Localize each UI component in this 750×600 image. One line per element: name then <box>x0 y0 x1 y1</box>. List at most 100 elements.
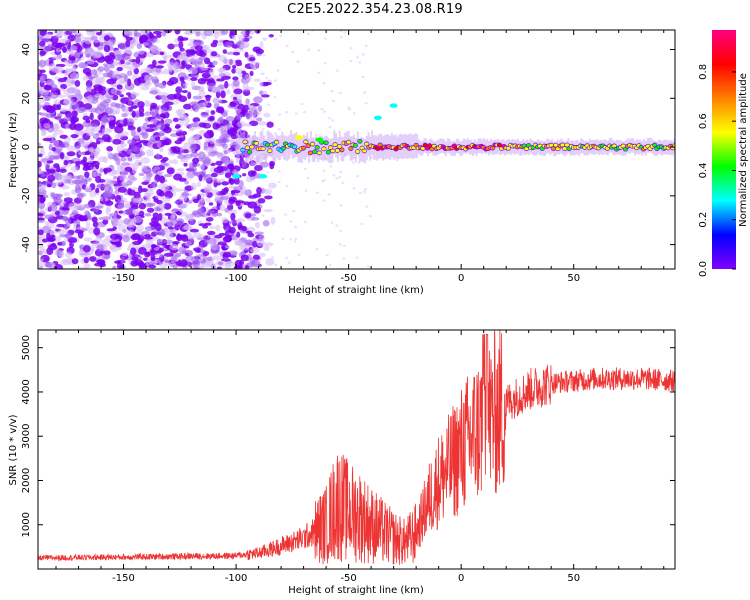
noise-blob <box>219 195 230 201</box>
sideband-blob <box>315 137 324 142</box>
noise-blob <box>130 187 139 191</box>
noise-blob <box>174 30 181 35</box>
noise-blob <box>240 41 250 49</box>
noise-blob <box>164 118 173 125</box>
noise-blob <box>48 63 56 72</box>
noise-blob <box>322 82 326 85</box>
noise-blob <box>216 212 223 217</box>
noise-blob <box>265 258 275 266</box>
noise-blob <box>136 224 145 232</box>
sideband-blob <box>232 174 241 179</box>
noise-blob <box>289 220 293 223</box>
spectrogram-y-tick-label: -40 <box>21 236 32 252</box>
carrier-core <box>301 146 306 150</box>
carrier-core <box>562 147 567 151</box>
noise-blob <box>172 159 179 165</box>
colorbar-tick-label: 0.2 <box>698 212 709 228</box>
noise-blob <box>146 38 156 45</box>
noise-blob <box>265 76 269 80</box>
noise-blob <box>106 146 113 152</box>
noise-blob <box>200 112 209 118</box>
noise-blob <box>203 57 211 65</box>
noise-blob <box>104 254 110 259</box>
noise-blob <box>202 251 210 256</box>
noise-blob <box>102 156 109 164</box>
noise-blob <box>159 145 164 153</box>
noise-blob <box>171 146 181 154</box>
noise-blob <box>303 110 307 114</box>
noise-blob <box>355 256 359 259</box>
noise-blob <box>38 98 47 104</box>
noise-blob <box>317 71 321 75</box>
noise-blob <box>263 112 271 118</box>
noise-blob <box>191 255 199 264</box>
noise-blob <box>249 70 254 77</box>
carrier-core <box>254 141 259 145</box>
carrier-core <box>348 146 353 151</box>
noise-blob <box>178 194 188 202</box>
noise-blob <box>179 85 188 89</box>
noise-blob <box>184 57 191 64</box>
noise-blob <box>38 36 42 42</box>
noise-blob <box>247 35 253 40</box>
noise-blob <box>201 192 208 197</box>
carrier-halo <box>311 137 314 162</box>
noise-blob <box>146 192 151 201</box>
noise-blob <box>231 68 237 74</box>
noise-blob <box>167 226 175 230</box>
noise-blob <box>52 132 57 138</box>
carrier-halo <box>241 133 244 158</box>
carrier-halo <box>446 138 449 153</box>
noise-blob <box>202 225 209 229</box>
noise-blob <box>222 235 232 243</box>
noise-blob <box>252 254 260 260</box>
noise-blob <box>238 34 245 42</box>
noise-blob <box>170 255 178 263</box>
spectrogram-y-axis-label: Frequency (Hz) <box>8 112 19 188</box>
noise-blob <box>196 208 205 215</box>
noise-blob <box>222 251 232 258</box>
noise-blob <box>46 160 54 164</box>
noise-blob <box>176 168 185 172</box>
noise-blob <box>115 103 126 109</box>
noise-blob <box>42 128 47 136</box>
noise-blob <box>287 261 291 264</box>
noise-blob <box>304 189 308 192</box>
noise-blob <box>181 89 188 94</box>
noise-blob <box>247 104 255 109</box>
noise-blob <box>182 103 192 110</box>
noise-blob <box>68 86 79 93</box>
spectrogram-y-tick-label: 0 <box>21 144 32 150</box>
noise-blob <box>177 54 186 59</box>
noise-blob <box>185 172 194 180</box>
carrier-halo <box>239 131 242 156</box>
noise-blob <box>208 61 213 68</box>
noise-blob <box>263 245 270 251</box>
carrier-core <box>423 143 428 147</box>
noise-blob <box>45 161 51 170</box>
noise-blob <box>266 171 270 174</box>
noise-blob <box>145 52 155 58</box>
noise-blob <box>219 204 226 212</box>
noise-blob <box>192 198 200 204</box>
noise-blob <box>166 167 175 175</box>
noise-blob <box>126 65 136 71</box>
noise-blob <box>62 38 71 43</box>
noise-blob <box>98 179 106 183</box>
noise-blob <box>94 93 103 98</box>
noise-blob <box>110 102 118 108</box>
noise-blob <box>131 110 136 118</box>
noise-blob <box>330 89 334 93</box>
noise-blob <box>39 50 46 56</box>
carrier-core <box>265 143 270 147</box>
noise-blob <box>241 160 246 168</box>
spectrogram-x-tick-label: -100 <box>225 273 248 284</box>
noise-blob <box>185 30 194 36</box>
carrier-core <box>353 143 358 148</box>
noise-blob <box>248 57 256 62</box>
noise-blob <box>203 214 210 219</box>
noise-blob <box>285 44 289 48</box>
noise-blob <box>146 100 152 107</box>
noise-blob <box>46 237 56 242</box>
noise-blob <box>190 152 199 158</box>
